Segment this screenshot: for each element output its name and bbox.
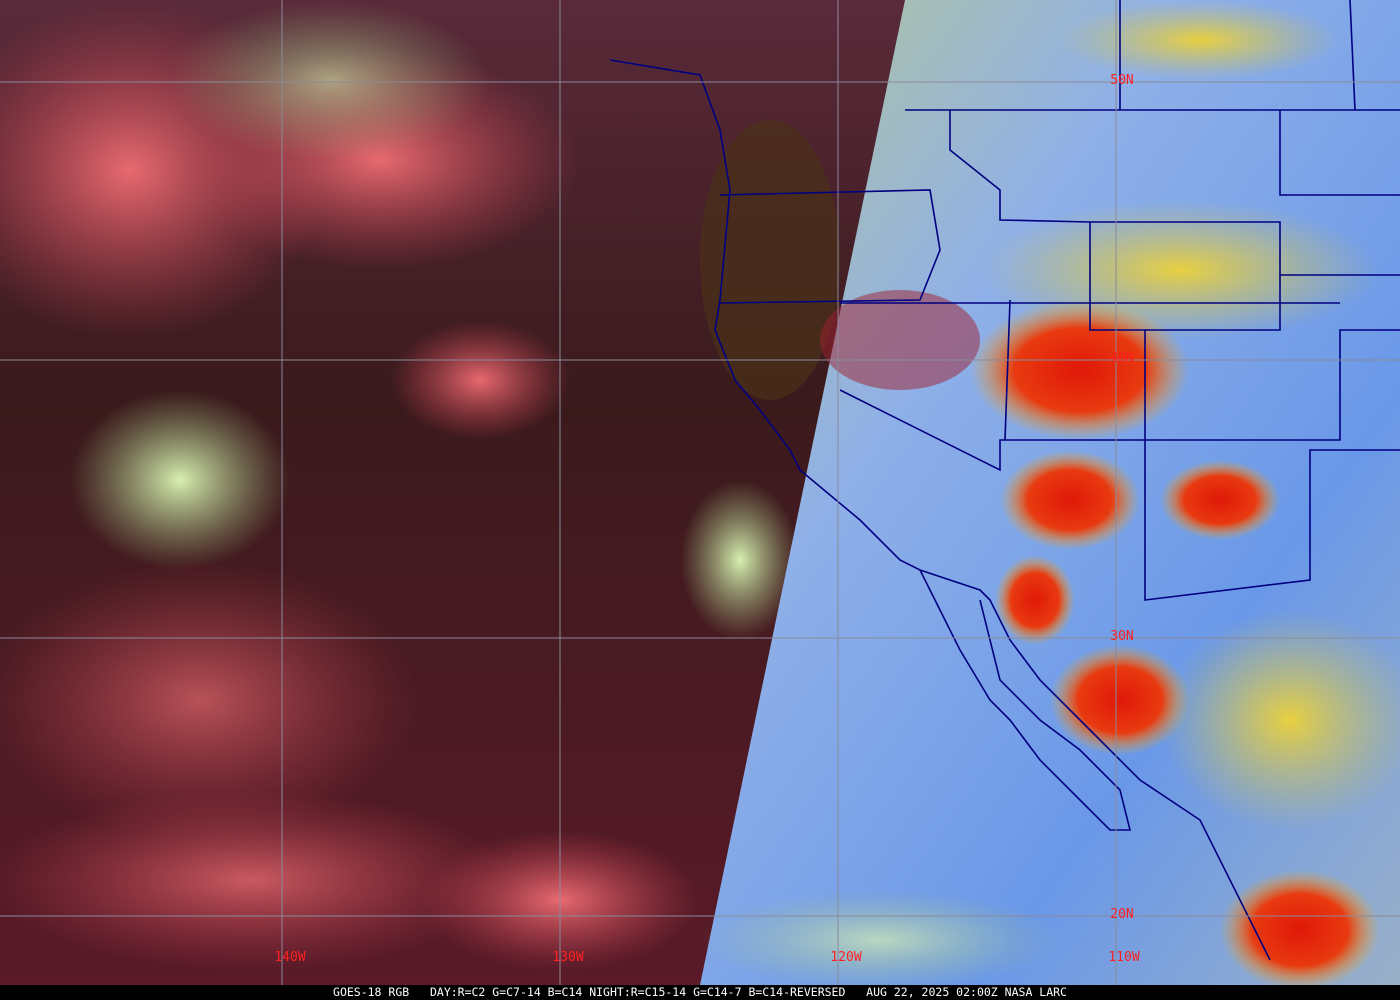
latitude-label: 30N	[1110, 629, 1133, 644]
longitude-label: 130W	[552, 950, 583, 965]
longitude-label: 110W	[1108, 950, 1139, 965]
latitude-label: 20N	[1110, 907, 1133, 922]
latitude-label: 40N	[1110, 351, 1133, 366]
caption-timestamp: AUG 22, 2025 02:00Z	[866, 985, 998, 999]
longitude-label: 140W	[274, 950, 305, 965]
caption-bar: GOES-18 RGB DAY:R=C2 G=C7-14 B=C14 NIGHT…	[0, 985, 1400, 1000]
caption-recipe: DAY:R=C2 G=C7-14 B=C14 NIGHT:R=C15-14 G=…	[429, 985, 846, 999]
latitude-label: 50N	[1110, 73, 1133, 88]
caption-product: GOES-18 RGB	[333, 985, 410, 999]
boundaries	[609, 0, 1400, 961]
longitude-label: 120W	[830, 950, 861, 965]
caption-credit: NASA LARC	[1004, 985, 1067, 999]
